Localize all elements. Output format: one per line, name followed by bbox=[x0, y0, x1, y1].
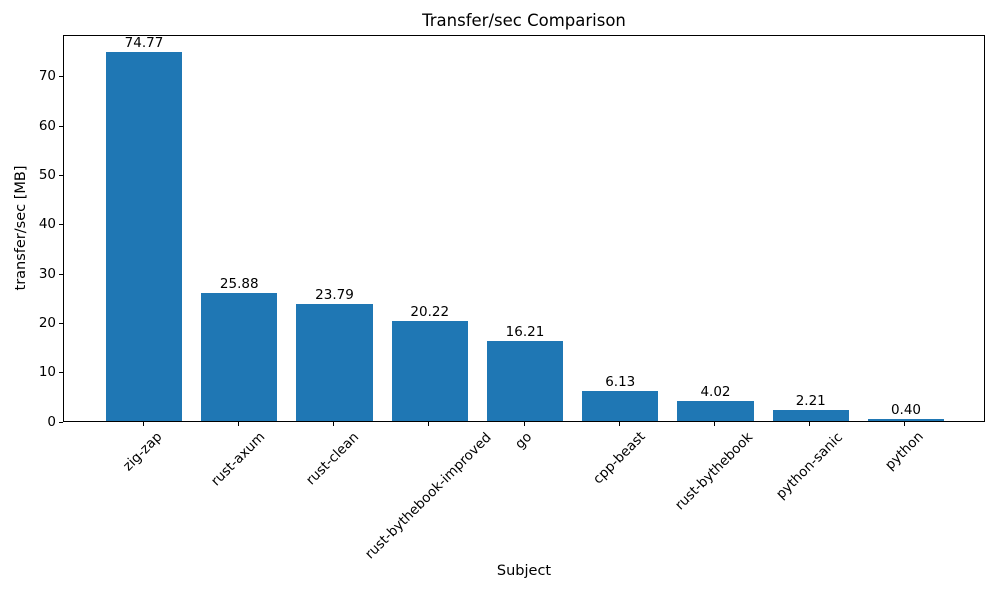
x-tick-mark bbox=[428, 422, 430, 426]
x-tick-mark bbox=[523, 422, 525, 426]
y-tick-mark bbox=[59, 273, 63, 275]
y-tick-mark bbox=[59, 125, 63, 127]
y-tick-mark bbox=[59, 372, 63, 374]
x-tick-mark bbox=[618, 422, 620, 426]
x-tick-label: rust-clean bbox=[303, 429, 363, 489]
y-tick-label: 60 bbox=[38, 117, 56, 134]
x-axis-label: Subject bbox=[496, 563, 552, 579]
y-tick-label: 40 bbox=[38, 216, 56, 233]
y-tick-label: 30 bbox=[38, 265, 56, 282]
x-tick-label: go bbox=[511, 429, 536, 453]
x-tick-mark bbox=[809, 422, 811, 426]
bar-value-label: 16.21 bbox=[505, 324, 545, 341]
x-tick-mark bbox=[142, 422, 144, 426]
y-tick-mark bbox=[59, 421, 63, 423]
bar-rust-bythebook bbox=[677, 401, 754, 421]
y-tick-label: 70 bbox=[38, 68, 56, 85]
bar-cpp-beast bbox=[582, 390, 659, 421]
bar-value-label: 23.79 bbox=[315, 286, 354, 303]
bar-python bbox=[867, 419, 945, 421]
bar-value-label: 2.21 bbox=[795, 393, 826, 410]
plot-area: 74.77 25.88 23.79 20.22 16.21 6.13 4.02 2.21 0.4… bbox=[63, 35, 985, 422]
y-tick-label: 20 bbox=[38, 314, 56, 331]
bar-python-sanic bbox=[772, 410, 849, 421]
bar-value-label: 6.13 bbox=[605, 373, 636, 390]
bar-value-label: 74.77 bbox=[124, 35, 164, 52]
bar-rust-clean bbox=[296, 303, 373, 421]
y-tick-mark bbox=[59, 322, 63, 324]
x-tick-label: rust-bythebook-improved bbox=[361, 429, 495, 562]
y-tick-mark bbox=[59, 224, 63, 226]
chart-title: Transfer/sec Comparison bbox=[422, 11, 626, 30]
bar-zig-zap bbox=[105, 52, 183, 421]
x-tick-label: python-sanic bbox=[772, 428, 846, 502]
bar-value-label: 0.40 bbox=[890, 402, 922, 419]
x-tick-label: rust-bythebook bbox=[672, 429, 757, 514]
bar-value-label: 4.02 bbox=[700, 384, 731, 401]
bar-rust-bythebook-improved bbox=[391, 321, 468, 421]
bar-value-label: 25.88 bbox=[219, 276, 259, 293]
x-tick-label: zig-zap bbox=[119, 428, 166, 475]
x-tick-mark bbox=[237, 422, 239, 426]
y-tick-label: 50 bbox=[38, 167, 56, 183]
y-tick-label: 0 bbox=[47, 413, 56, 430]
x-tick-mark bbox=[713, 422, 715, 426]
x-tick-label: rust-axum bbox=[207, 428, 269, 490]
x-tick-mark bbox=[333, 422, 334, 426]
bar-go bbox=[486, 341, 564, 421]
y-tick-mark bbox=[59, 76, 63, 78]
x-tick-label: python bbox=[882, 428, 928, 474]
bar-rust-axum bbox=[201, 293, 278, 421]
y-tick-mark bbox=[59, 175, 63, 176]
x-tick-label: cpp-beast bbox=[589, 429, 649, 488]
bar-value-label: 20.22 bbox=[410, 304, 450, 321]
y-tick-label: 10 bbox=[38, 364, 56, 381]
x-tick-mark bbox=[904, 422, 906, 426]
